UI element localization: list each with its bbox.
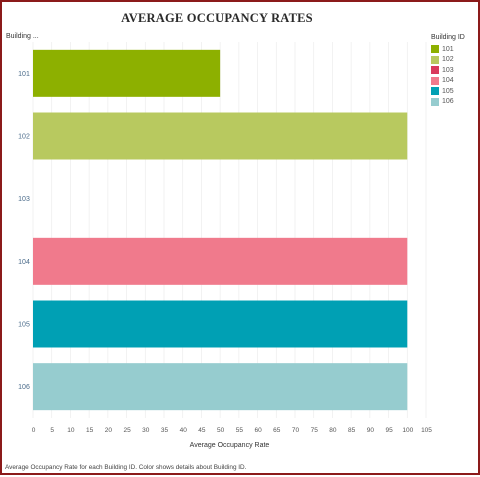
x-tick-label: 25 [123,427,131,434]
chart-title: AVERAGE OCCUPANCY RATES [121,11,313,25]
legend-label: 105 [442,87,454,95]
legend-swatch [431,76,439,85]
legend-label: 104 [442,77,454,85]
x-tick-label: 80 [329,427,337,434]
x-tick-label: 90 [367,427,375,434]
x-tick-label: 40 [180,427,188,434]
x-tick-label: 55 [236,427,244,434]
bar-104 [33,237,408,285]
row-axis-header: Building ... [6,33,39,40]
x-tick-label: 0 [32,427,36,434]
x-tick-label: 35 [161,427,169,434]
bars [33,49,408,411]
legend-items: 101 102 103 104 105 106 [431,44,479,107]
legend-swatch [431,87,439,96]
x-tick-label: 105 [421,427,432,434]
x-tick-label: 20 [105,427,113,434]
legend-swatch [431,66,439,75]
gridlines [32,42,427,418]
legend-swatch [431,45,439,54]
legend-label: 101 [442,45,454,53]
x-tick-label: 45 [198,427,206,434]
bar-102 [33,112,408,160]
category-label-105: 105 [18,322,30,329]
x-tick-label: 5 [50,427,54,434]
x-tick-label: 85 [348,427,356,434]
bar-105 [33,300,408,348]
category-label-104: 104 [18,259,30,266]
x-axis-title: Average Occupancy Rate [190,442,270,449]
x-tick-label: 70 [292,427,300,434]
legend-item: 104 [431,76,479,87]
bar-106 [33,363,408,411]
category-label-103: 103 [18,196,30,203]
legend-label: 106 [442,98,454,106]
legend-swatch [431,55,439,64]
chart-caption: Average Occupancy Rate for each Building… [5,464,247,471]
x-tick-label: 95 [385,427,393,434]
legend-item: 101 [431,44,479,55]
x-tick-labels: 0 5 10 15 20 25 30 35 40 45 50 55 60 65 70 75 80 85 90 95 10… [32,427,433,434]
category-label-102: 102 [18,134,30,141]
x-tick-label: 75 [311,427,319,434]
legend-item: 102 [431,55,479,66]
legend-item: 103 [431,65,479,76]
legend-swatch [431,97,439,106]
category-label-106: 106 [18,384,30,391]
x-tick-label: 60 [254,427,262,434]
category-labels: 101 102 103 104 105 106 [18,71,30,391]
x-tick-label: 100 [402,427,413,434]
x-tick-label: 15 [86,427,94,434]
legend-item: 105 [431,86,479,97]
bar-101 [33,49,221,97]
legend-label: 103 [442,66,454,74]
legend-title: Building ID [431,34,465,41]
legend-item: 106 [431,97,479,108]
x-tick-label: 10 [67,427,75,434]
x-tick-label: 30 [142,427,150,434]
x-tick-label: 50 [217,427,225,434]
category-label-101: 101 [18,71,30,78]
x-tick-label: 65 [273,427,281,434]
legend: Building ID 101 102 103 104 105 106 [431,34,479,107]
legend-label: 102 [442,56,454,64]
